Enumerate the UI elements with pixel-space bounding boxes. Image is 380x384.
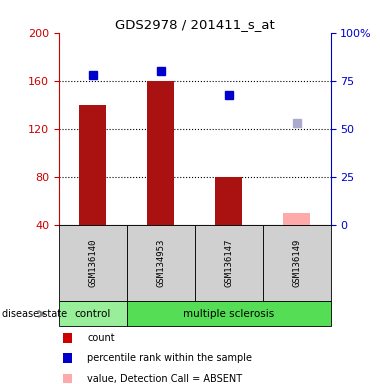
Text: GSM136147: GSM136147: [224, 239, 233, 287]
Bar: [215, 177, 242, 225]
Title: GDS2978 / 201411_s_at: GDS2978 / 201411_s_at: [115, 18, 275, 31]
Text: GSM134953: GSM134953: [156, 239, 165, 287]
Text: GSM136149: GSM136149: [292, 239, 301, 287]
Bar: [147, 81, 174, 225]
Bar: [283, 213, 310, 225]
Text: count: count: [87, 333, 115, 343]
Text: value, Detection Call = ABSENT: value, Detection Call = ABSENT: [87, 374, 242, 384]
Text: control: control: [75, 309, 111, 319]
Text: multiple sclerosis: multiple sclerosis: [183, 309, 274, 319]
Text: percentile rank within the sample: percentile rank within the sample: [87, 353, 252, 363]
Text: GSM136140: GSM136140: [89, 239, 97, 287]
Text: disease state: disease state: [2, 309, 67, 319]
Bar: [79, 105, 106, 225]
